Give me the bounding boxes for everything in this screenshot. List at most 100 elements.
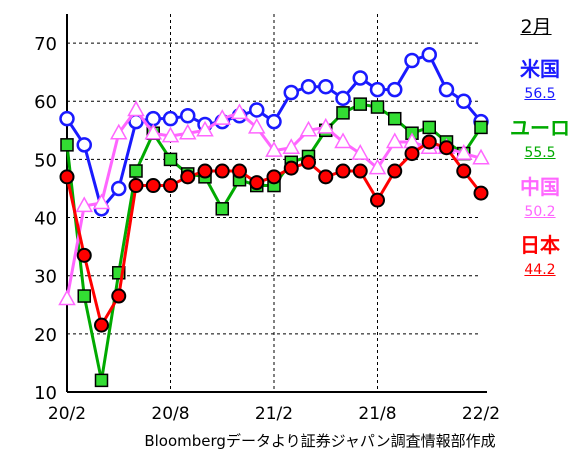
- data-point: [94, 317, 109, 333]
- legend-item-japan: 日本 44.2: [500, 234, 580, 278]
- data-point: [335, 90, 351, 107]
- data-point: [300, 78, 317, 95]
- data-point: [111, 288, 127, 304]
- data-point: [128, 178, 144, 194]
- legend-month: 2月: [520, 16, 552, 38]
- data-point: [336, 106, 350, 120]
- data-point: [127, 100, 145, 117]
- data-point: [318, 78, 334, 95]
- data-point: [421, 134, 437, 150]
- data-point: [92, 193, 111, 210]
- data-point: [77, 289, 91, 303]
- data-point: [232, 163, 247, 179]
- data-point: [129, 164, 143, 178]
- data-point: [76, 137, 92, 153]
- legend-item-us: 米国 56.5: [500, 58, 580, 102]
- y-tick-label: 10: [34, 383, 57, 404]
- data-point: [145, 178, 161, 194]
- data-point: [266, 113, 282, 130]
- data-point: [369, 81, 386, 98]
- data-point: [474, 120, 488, 135]
- data-point: [456, 93, 472, 109]
- data-point: [249, 175, 265, 191]
- legend-name: 日本: [520, 233, 560, 257]
- x-tick-labels: 20/2 20/8 21/2 21/8 22/2: [48, 404, 500, 424]
- data-point: [301, 154, 316, 170]
- data-point: [247, 117, 266, 134]
- series-3: [59, 134, 489, 333]
- data-point: [144, 123, 163, 140]
- data-point: [249, 102, 265, 118]
- data-point: [215, 202, 229, 216]
- legend-name: 中国: [520, 175, 560, 199]
- data-point: [387, 163, 403, 179]
- data-point: [266, 169, 282, 185]
- data-point: [178, 123, 197, 140]
- data-point: [438, 81, 455, 98]
- x-tick-label: 22/2: [462, 404, 500, 424]
- data-point: [299, 120, 318, 137]
- data-point: [351, 144, 370, 160]
- y-tick-label: 30: [34, 267, 57, 288]
- data-point: [163, 152, 178, 167]
- data-point: [385, 132, 404, 149]
- data-point: [456, 163, 472, 179]
- y-tick-label: 40: [34, 209, 57, 230]
- data-point: [318, 169, 334, 185]
- data-point: [265, 141, 283, 157]
- data-point: [421, 46, 437, 63]
- legend-name: 米国: [520, 57, 560, 81]
- source-note: Bloombergデータより証券ジャパン調査情報部作成: [144, 432, 496, 450]
- y-tick-label: 70: [34, 34, 57, 55]
- data-point: [94, 373, 109, 388]
- data-point: [334, 132, 352, 149]
- data-point: [368, 158, 387, 175]
- data-point: [473, 185, 489, 201]
- data-point: [59, 169, 75, 185]
- data-point: [352, 163, 368, 179]
- legend-value: 55.5: [524, 145, 556, 161]
- data-point: [161, 126, 180, 143]
- data-point: [109, 123, 128, 140]
- legend-value: 44.2: [524, 262, 556, 278]
- y-tick-label: 20: [34, 325, 57, 346]
- x-tick-label: 21/2: [255, 404, 293, 424]
- data-point: [472, 148, 490, 165]
- data-point: [163, 178, 178, 194]
- axes: [66, 14, 487, 393]
- data-point: [196, 120, 214, 137]
- data-point: [283, 84, 299, 101]
- y-tick-label: 60: [34, 92, 57, 113]
- x-tick-label: 20/8: [151, 404, 189, 424]
- series-layer: [58, 46, 490, 388]
- data-point: [387, 81, 403, 98]
- legend-name: ユーロ: [510, 116, 570, 140]
- data-point: [282, 138, 301, 155]
- data-point: [180, 108, 196, 124]
- data-point: [404, 52, 420, 69]
- data-point: [58, 289, 76, 306]
- data-point: [335, 163, 351, 179]
- y-tick-label: 50: [34, 150, 57, 171]
- data-point: [214, 163, 230, 179]
- data-point: [404, 146, 420, 162]
- data-point: [454, 144, 473, 160]
- y-tick-labels: 10 20 30 40 50 60 70: [34, 34, 57, 404]
- data-point: [145, 110, 161, 127]
- x-tick-label: 21/8: [358, 404, 396, 424]
- data-point: [439, 140, 454, 156]
- data-point: [111, 180, 127, 197]
- data-point: [352, 70, 368, 86]
- data-point: [230, 103, 249, 120]
- data-point: [213, 109, 232, 125]
- data-point: [353, 97, 367, 111]
- data-point: [60, 138, 74, 152]
- legend-value: 50.2: [524, 204, 556, 220]
- legend-value: 56.5: [524, 86, 556, 102]
- data-point: [370, 100, 385, 114]
- data-point: [59, 110, 75, 127]
- x-tick-label: 20/2: [48, 404, 86, 424]
- data-point: [75, 196, 94, 213]
- data-point: [162, 110, 179, 127]
